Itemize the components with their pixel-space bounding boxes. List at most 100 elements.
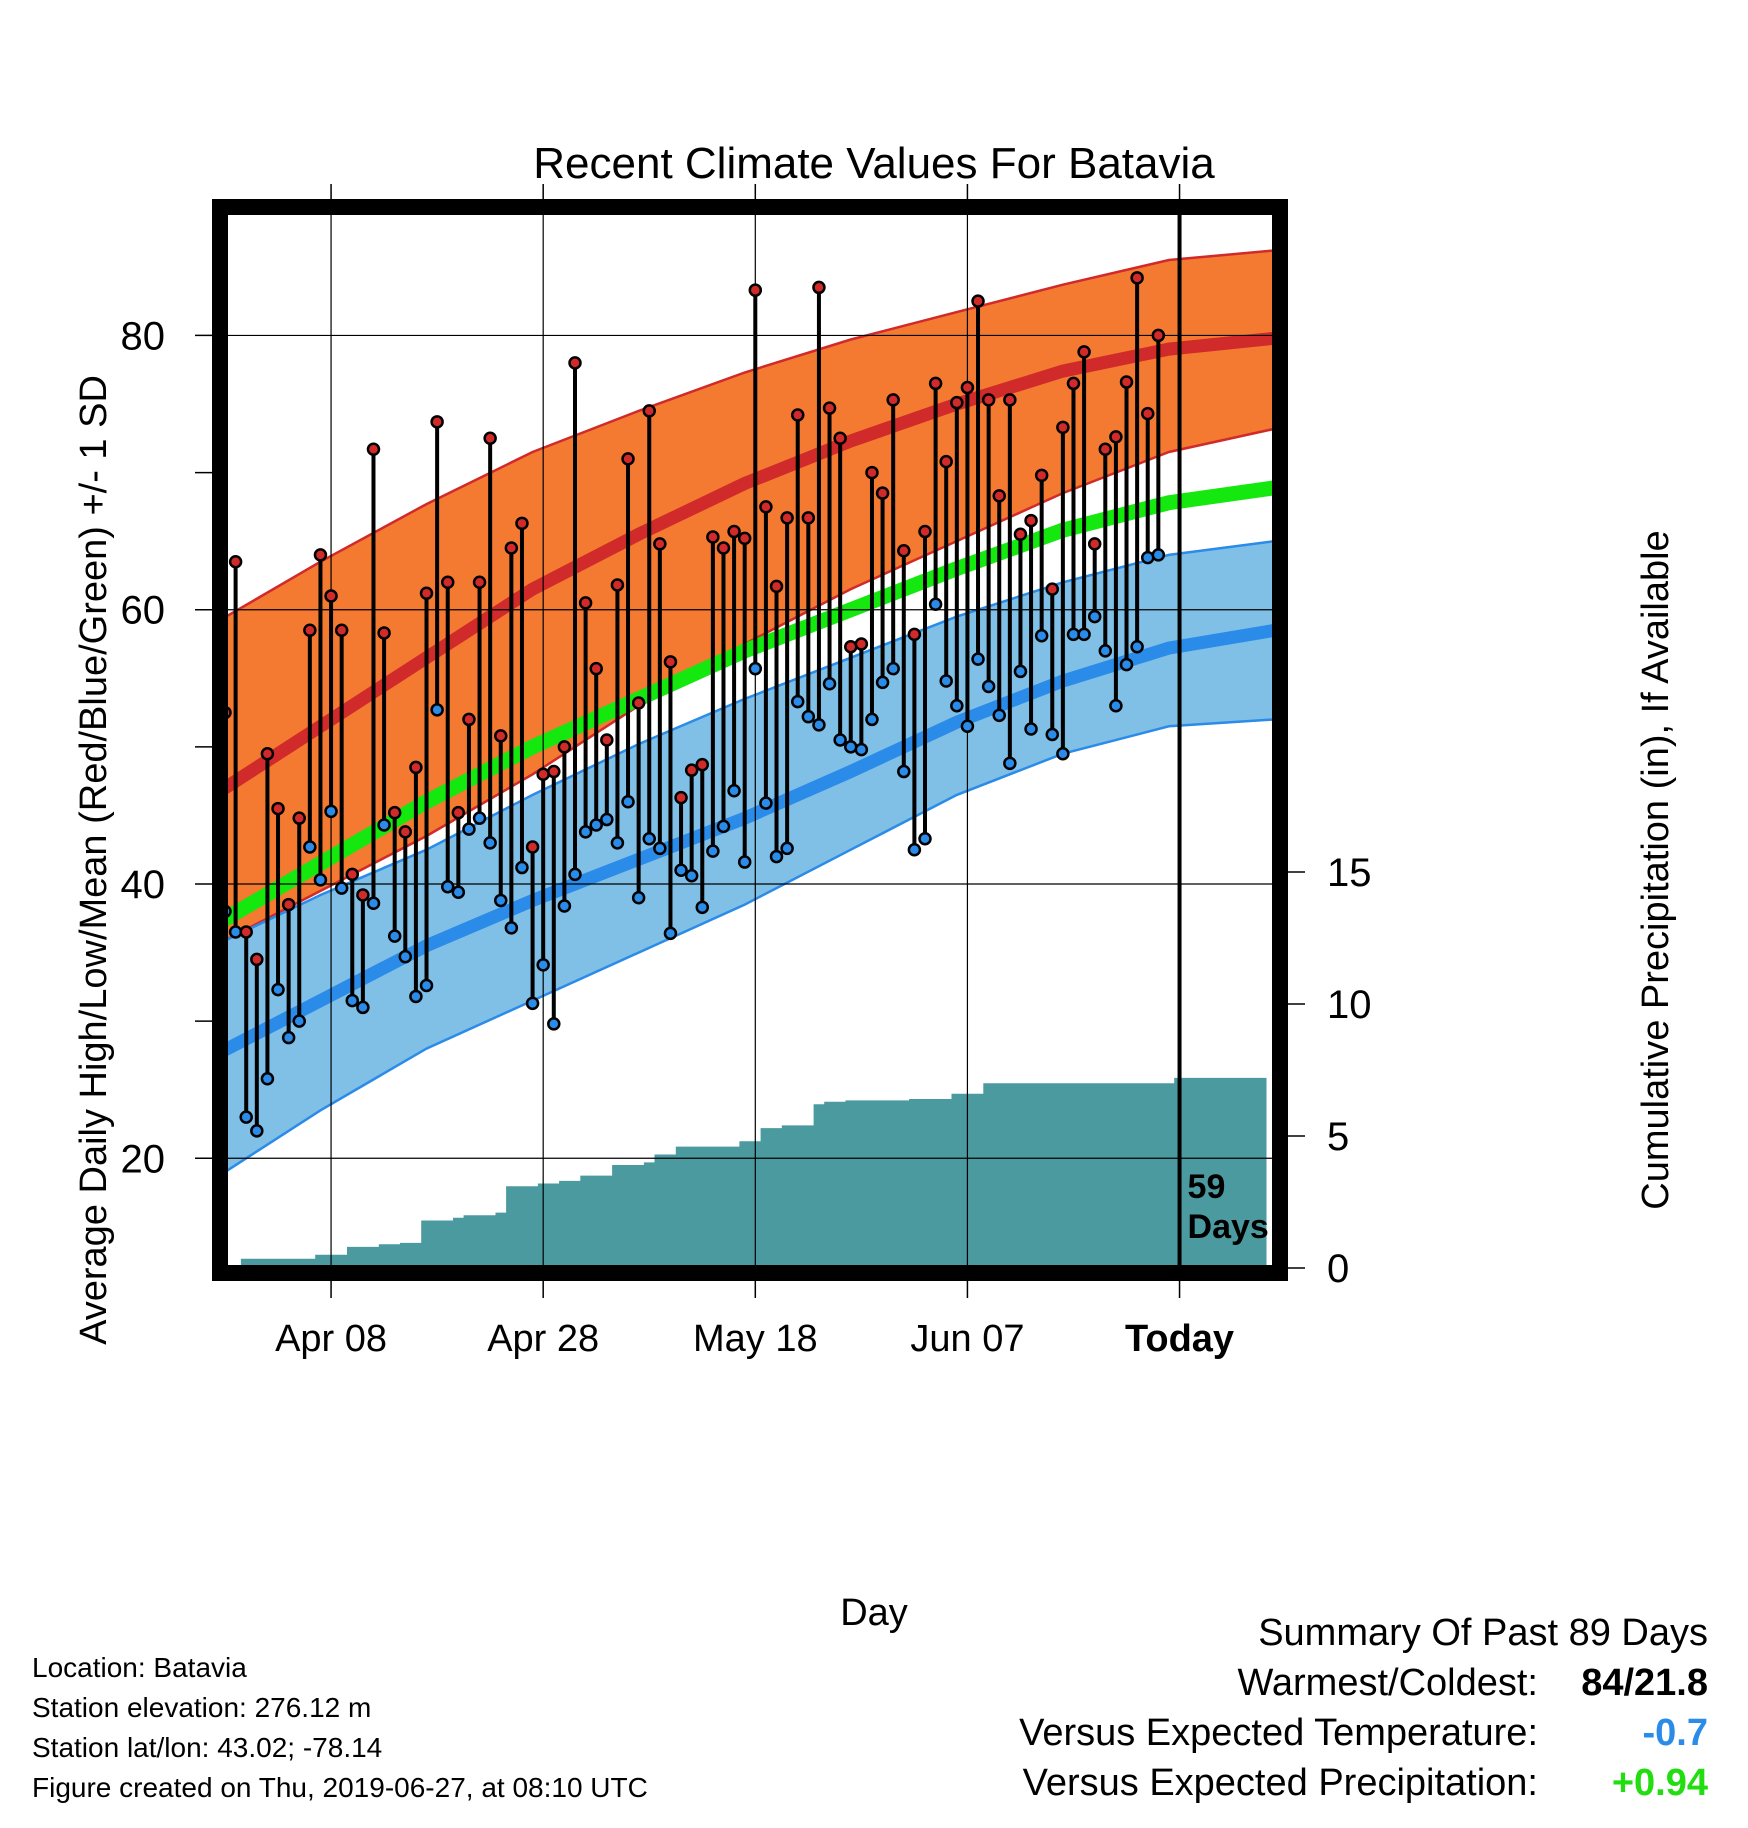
daily-low-point	[1119, 657, 1134, 672]
daily-high-point	[536, 767, 550, 782]
daily-high-point	[1077, 345, 1091, 359]
x-tick-label: May 18	[693, 1318, 818, 1360]
daily-high-point	[525, 840, 540, 854]
daily-low-point	[1140, 550, 1155, 565]
daily-low-point	[356, 1000, 370, 1015]
plot-frame	[212, 199, 1288, 1281]
daily-low-point	[907, 842, 922, 857]
daily-high-point	[971, 294, 985, 308]
x-tick-label: Apr 08	[275, 1318, 387, 1360]
daily-high-point	[419, 586, 434, 601]
chart-title: Recent Climate Values For Batavia	[533, 139, 1215, 188]
daily-high-point	[589, 661, 603, 676]
daily-low-point	[790, 694, 805, 709]
daily-low-point	[875, 675, 890, 690]
y2-tick-label: 0	[1327, 1247, 1349, 1291]
daily-low-point	[409, 989, 423, 1004]
daily-low-point	[578, 825, 593, 839]
normal-high-upper-edge	[225, 249, 1275, 619]
daily-high-point	[1130, 271, 1144, 285]
daily-high-point	[260, 746, 275, 761]
precip-anomaly-value: +0.94	[1611, 1762, 1708, 1804]
daily-low-point	[854, 742, 869, 757]
daily-low-point	[1130, 639, 1144, 654]
daily-high-point	[345, 867, 360, 882]
daily-low-point	[260, 1071, 275, 1086]
daily-high-point	[472, 575, 487, 590]
normal-high-line	[225, 331, 1275, 796]
daily-low-point	[557, 899, 572, 913]
figure-created: Figure created on Thu, 2019-06-27, at 08…	[32, 1772, 648, 1803]
daily-high-point	[981, 393, 996, 407]
daily-low-point	[494, 893, 508, 908]
daily-high-point	[907, 627, 922, 642]
daily-high-point	[716, 541, 731, 555]
daily-high-point	[324, 589, 338, 603]
daily-low-point	[271, 982, 285, 997]
plot-area: 59 Days	[225, 212, 1275, 1268]
daily-high-point	[1119, 375, 1134, 389]
daily-low-point	[706, 844, 720, 858]
warmest-coldest-label: Warmest/Coldest:	[1237, 1662, 1538, 1704]
daily-low-point	[440, 879, 455, 894]
daily-high-point	[281, 897, 296, 912]
daily-high-point	[1003, 393, 1017, 407]
y2-axis-label: Cumulative Precipitation (in), If Availa…	[1635, 530, 1677, 1209]
daily-low-point	[844, 740, 858, 754]
daily-high-point	[875, 486, 890, 500]
daily-low-point	[1045, 727, 1060, 742]
daily-high-point	[822, 401, 837, 415]
daily-low-point	[250, 1124, 264, 1138]
daily-high-point	[642, 404, 656, 418]
daily-low-point	[547, 1017, 561, 1031]
daily-low-point	[610, 836, 625, 850]
daily-low-point	[324, 804, 338, 819]
daily-high-point	[578, 596, 593, 610]
daily-high-point	[1056, 420, 1070, 435]
daily-high-point	[451, 805, 466, 820]
summary-panel: Summary Of Past 89 Days Warmest/Coldest:…	[1019, 1612, 1708, 1812]
daily-low-point	[430, 703, 444, 717]
daily-low-point	[568, 867, 582, 882]
warmest-coldest-value: 84/21.8	[1581, 1662, 1708, 1704]
daily-high-point	[292, 811, 306, 825]
daily-high-point	[854, 637, 869, 651]
daily-low-point	[281, 1030, 296, 1045]
daily-low-point	[748, 661, 763, 676]
daily-high-point	[769, 579, 784, 594]
daily-low-point	[1109, 698, 1123, 713]
precip-anomaly-label: Versus Expected Precipitation:	[1022, 1762, 1538, 1804]
daily-low-point	[1151, 548, 1166, 562]
daily-high-point	[844, 639, 858, 654]
daily-high-point	[250, 952, 264, 967]
daily-high-point	[1034, 468, 1049, 483]
cumulative-precip-area	[230, 1077, 1267, 1268]
daily-high-point	[759, 500, 773, 514]
daily-low-point	[239, 1110, 253, 1124]
daily-high-point	[334, 623, 349, 638]
daily-low-point	[387, 929, 402, 943]
days-count-label: 59 Days	[1188, 1168, 1269, 1246]
temp-anomaly-value: -0.7	[1642, 1712, 1708, 1754]
daily-low-point	[663, 926, 678, 941]
daily-low-point	[960, 719, 975, 734]
daily-high-point	[303, 623, 317, 638]
x-tick-label: Apr 28	[487, 1318, 599, 1360]
y-axis-label: Average Daily High/Low/Mean (Red/Blue/Gr…	[73, 375, 115, 1345]
daily-high-point	[462, 712, 476, 727]
daily-high-point	[1045, 582, 1060, 596]
axes: Apr 08 Apr 28 May 18 Jun 07 Today 20 40 60 80 0 5 1…	[121, 184, 1372, 1360]
daily-high-point	[684, 763, 699, 777]
daily-high-point	[568, 356, 582, 370]
daily-high-point	[409, 760, 423, 775]
daily-high-point	[504, 541, 519, 555]
daily-low-point	[759, 796, 773, 810]
daily-low-point	[536, 958, 550, 972]
daily-high-point	[653, 537, 667, 551]
station-elevation: Station elevation: 276.12 m	[32, 1692, 372, 1723]
normal-low-lower-edge	[225, 718, 1275, 1174]
daily-low-point	[716, 819, 731, 834]
daily-high-point	[631, 696, 646, 710]
daily-low-point	[992, 708, 1006, 723]
